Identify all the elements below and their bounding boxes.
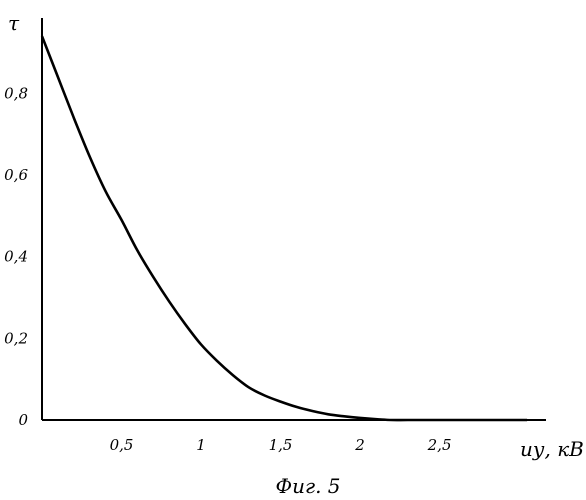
x-tick-label: 2 [354, 436, 365, 454]
chart-axes [42, 18, 546, 420]
y-tick-label: 0,6 [4, 166, 28, 184]
y-tick-label: 0,8 [4, 84, 28, 102]
figure-caption: Фиг. 5 [275, 474, 340, 498]
y-axis-label: τ [8, 11, 20, 35]
series-line [42, 36, 527, 420]
x-tick-label: 2,5 [427, 436, 452, 454]
x-tick-label: 1,5 [269, 436, 293, 454]
y-tick-label: 0 [18, 411, 28, 429]
y-tick-label: 0,2 [4, 329, 28, 347]
x-tick-label: 0,5 [110, 436, 134, 454]
tick-labels: 0,5 1 1,5 2 2,5 0 0,2 0,4 0,6 0,8 [4, 84, 451, 454]
y-tick-label: 0,4 [4, 248, 28, 266]
x-axis-label: uу, кВ [520, 437, 584, 461]
x-tick-label: 1 [196, 436, 206, 454]
series-layer [42, 36, 527, 420]
